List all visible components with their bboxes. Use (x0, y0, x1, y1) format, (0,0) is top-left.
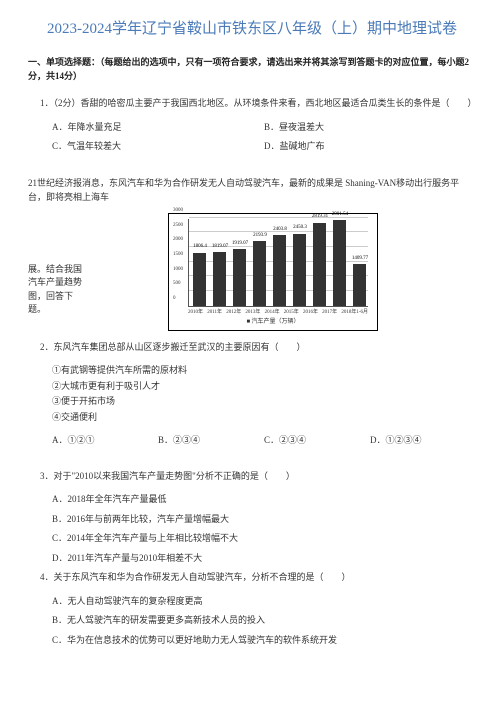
chart-area: 5001000150020002500300001806.41819.07191… (188, 219, 368, 307)
chart-side-text: 展。结合我国汽车产量趋势图，回答下题。 (28, 213, 88, 317)
chart-box: 5001000150020002500300001806.41819.07191… (168, 213, 378, 331)
q4-opt-c: C．华为在信息技术的优势可以更好地助力无人驾驶汽车的软件系统开发 (52, 634, 476, 648)
q1-options: A．年降水量充足 B．昼夜温差大 C．气温年较差大 D．盐碱地广布 (52, 121, 476, 160)
q4-opt-b: B．无人驾驶汽车的研发需要更多高新技术人员的投入 (52, 614, 476, 628)
q2-opt-d: D．①②③④ (370, 434, 476, 448)
q1-opt-a: A．年降水量充足 (52, 121, 264, 135)
q4-opt-a: A．无人自动驾驶汽车的复杂程度更高 (52, 595, 476, 609)
page-title: 2023-2024学年辽宁省鞍山市铁东区八年级（上）期中地理试卷 (28, 18, 476, 41)
q4-text: 4．关于东风汽车和华为合作研发无人自动驾驶汽车，分析不合理的是（ ） (40, 571, 476, 585)
passage-text: 21世纪经济报消息，东风汽车和华为合作研发无人自动驾驶汽车，最新的成果是 Sha… (28, 176, 476, 205)
q1-opt-d: D．盐碱地广布 (264, 140, 476, 154)
q3-opt-d: D．2011年汽车产量与2010年相差不大 (52, 552, 476, 566)
q3-opt-b: B．2016年与前两年比较，汽车产量增幅最大 (52, 513, 476, 527)
chart-block: 展。结合我国汽车产量趋势图，回答下题。 50010001500200025003… (28, 213, 476, 331)
q3-opt-a: A．2018年全年汽车产量最低 (52, 493, 476, 507)
q1-opt-b: B．昼夜温差大 (264, 121, 476, 135)
q2-opt-c: C．②③④ (264, 434, 370, 448)
q3-text: 3．对于"2010以来我国汽车产量走势图"分析不正确的是（ ） (40, 470, 476, 484)
section-header: 一、单项选择题：（每题给出的选项中，只有一项符合要求，请选出来并将其涂写到答题卡… (28, 55, 476, 84)
q4-options: A．无人自动驾驶汽车的复杂程度更高 B．无人驾驶汽车的研发需要更多高新技术人员的… (52, 595, 476, 648)
q1-opt-c: C．气温年较差大 (52, 140, 264, 154)
q2-items: ①有武钢等提供汽车所需的原材料②大城市更有利于吸引人才③便于开拓市场④交通便利 (52, 364, 476, 424)
q3-opt-c: C．2014年全年汽车产量与上年相比较增幅不大 (52, 532, 476, 546)
q2-opt-a: A．①②① (52, 434, 158, 448)
q2-opt-b: B．②③④ (158, 434, 264, 448)
q2-text: 2．东风汽车集团总部从山区逐步搬迁至武汉的主要原因有（ ） (40, 341, 476, 355)
chart-xaxis: 2010年2011年2012年2013年2014年2015年2016年2017年… (188, 309, 368, 317)
q2-options: A．①②① B．②③④ C．②③④ D．①②③④ (52, 434, 476, 454)
q1-text: 1．（2分）香甜的哈密瓜主要产于我国西北地区。从环境条件来看，西北地区最适合瓜类… (40, 97, 476, 111)
chart-legend: ■ 汽车产量（万辆） (174, 318, 372, 327)
q3-options: A．2018年全年汽车产量最低 B．2016年与前两年比较，汽车产量增幅最大 C… (52, 493, 476, 565)
